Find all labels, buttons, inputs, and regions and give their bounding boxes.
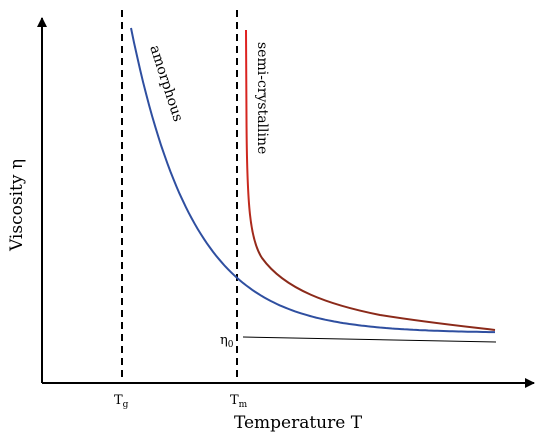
amorphous-series-label: amorphous bbox=[146, 43, 186, 123]
x-axis-title: Temperature T bbox=[234, 413, 363, 433]
y-axis-title: Viscosity η bbox=[7, 159, 27, 252]
eta0-baseline bbox=[242, 336, 497, 343]
tg-tick-label: Tg bbox=[114, 393, 129, 410]
amorphous-series-line bbox=[130, 27, 495, 334]
eta0-label: η0 bbox=[220, 333, 234, 350]
semi-crystalline-series-line bbox=[245, 29, 496, 331]
tm-tick-label: Tm bbox=[230, 393, 248, 410]
semi-crystalline-series-label: semi-crystalline bbox=[254, 42, 270, 154]
